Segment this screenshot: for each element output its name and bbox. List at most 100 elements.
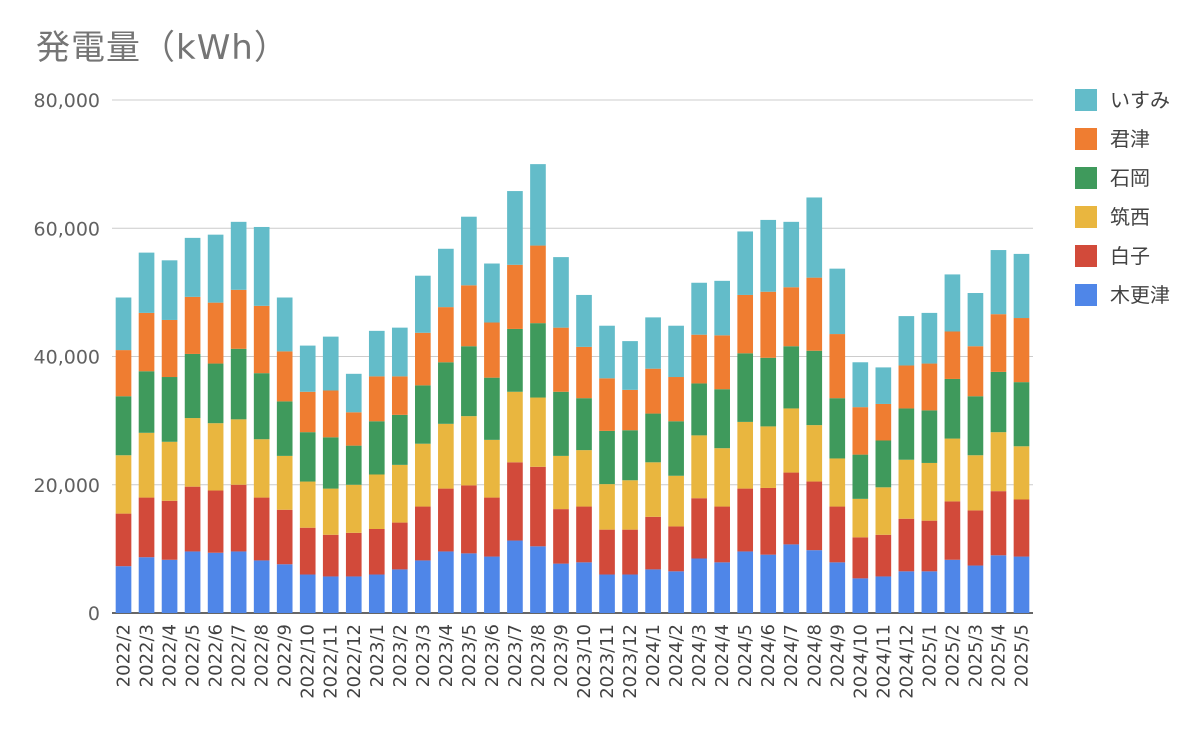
x-tick-label: 2022/8: [252, 624, 273, 687]
bar-segment: [530, 397, 546, 467]
bar-segment: [1013, 499, 1030, 557]
legend-label: 君津: [1110, 127, 1150, 151]
x-tick-label: 2025/2: [942, 624, 963, 687]
bar-segment: [852, 454, 869, 499]
bar-segment: [391, 522, 408, 570]
bar-segment: [230, 551, 247, 613]
bar-segment: [507, 264, 523, 329]
bar-segment: [553, 455, 569, 510]
bar-segment: [645, 516, 661, 570]
bar-segment: [806, 550, 823, 613]
bar-segment: [530, 466, 546, 547]
bar-segment: [415, 506, 431, 561]
bar-segment: [875, 440, 892, 488]
bar-segment: [484, 497, 500, 557]
bar-segment: [898, 459, 915, 519]
bar-segment: [691, 282, 707, 335]
bar-segment: [530, 323, 546, 398]
bar-segment: [484, 263, 500, 323]
bar-segment: [391, 327, 408, 377]
bar-segment: [391, 376, 408, 415]
x-tick-label: 2023/5: [459, 624, 480, 687]
bar-segment: [345, 532, 362, 577]
bar-segment: [599, 430, 615, 485]
bar-stack: [599, 325, 615, 613]
bar-segment: [783, 287, 800, 347]
bar-segment: [230, 289, 247, 349]
bar-stack: [967, 293, 984, 613]
legend-item: 君津: [1075, 127, 1150, 151]
bar-segment: [391, 464, 408, 523]
x-tick-label: 2022/5: [183, 624, 204, 687]
bar-segment: [438, 423, 454, 489]
x-tick-label: 2025/4: [988, 624, 1009, 687]
bar-segment: [207, 234, 224, 303]
bar-stack: [415, 275, 431, 613]
bar-segment: [461, 285, 477, 347]
x-tick-label: 2023/6: [482, 624, 503, 687]
x-tick-label: 2023/7: [505, 624, 526, 687]
bar-segment: [207, 552, 224, 613]
bar-segment: [438, 362, 454, 424]
x-tick-label: 2022/2: [114, 624, 135, 687]
bar-segment: [875, 576, 892, 613]
bar-segment: [507, 328, 523, 392]
bar-segment: [599, 325, 615, 379]
bar-segment: [898, 365, 915, 409]
bar-segment: [967, 455, 984, 511]
bar-stack: [668, 325, 684, 613]
bar-segment: [645, 462, 661, 517]
x-tick-label: 2024/12: [896, 624, 917, 699]
bar-segment: [322, 437, 339, 489]
bar-segment: [944, 274, 961, 332]
legend-item: 石岡: [1075, 166, 1150, 190]
legend-label: 筑西: [1110, 205, 1150, 229]
bar-segment: [760, 219, 777, 292]
bar-segment: [253, 560, 270, 613]
bar-segment: [276, 455, 293, 510]
bar-stack: [253, 226, 270, 613]
bar-stack: [944, 274, 961, 613]
bar-segment: [184, 296, 201, 354]
legend-swatch: [1075, 128, 1097, 150]
bar-segment: [138, 252, 155, 313]
bar-stack: [138, 252, 155, 613]
bar-stack: [691, 282, 707, 613]
bar-segment: [967, 565, 984, 613]
legend-item: 筑西: [1075, 205, 1150, 229]
bar-segment: [115, 350, 132, 397]
x-tick-label: 2023/1: [367, 624, 388, 687]
bar-segment: [668, 325, 684, 378]
bar-segment: [161, 500, 178, 560]
bar-segment: [645, 317, 661, 369]
bar-segment: [438, 551, 454, 613]
x-tick-label: 2025/5: [1011, 624, 1032, 687]
bar-stack: [1013, 253, 1030, 613]
bar-segment: [115, 513, 132, 567]
bar-stack: [622, 341, 638, 613]
bar-segment: [783, 221, 800, 288]
bar-segment: [438, 307, 454, 363]
bar-segment: [368, 574, 385, 613]
bar-segment: [391, 569, 408, 613]
bar-segment: [461, 416, 477, 486]
x-tick-label: 2023/4: [436, 624, 457, 687]
bar-stack: [737, 231, 754, 613]
bar-stack: [898, 316, 915, 613]
bar-segment: [737, 231, 754, 295]
bar-segment: [230, 419, 247, 485]
bar-segment: [161, 260, 178, 320]
bar-segment: [461, 216, 477, 286]
bar-segment: [875, 487, 892, 535]
bar-segment: [806, 481, 823, 551]
legend-swatch: [1075, 206, 1097, 228]
bar-segment: [967, 346, 984, 397]
bar-segment: [299, 481, 316, 528]
bar-segment: [484, 439, 500, 498]
bar-segment: [530, 245, 546, 324]
bar-segment: [691, 383, 707, 436]
bar-segment: [415, 275, 431, 333]
bar-stack: [161, 260, 178, 613]
